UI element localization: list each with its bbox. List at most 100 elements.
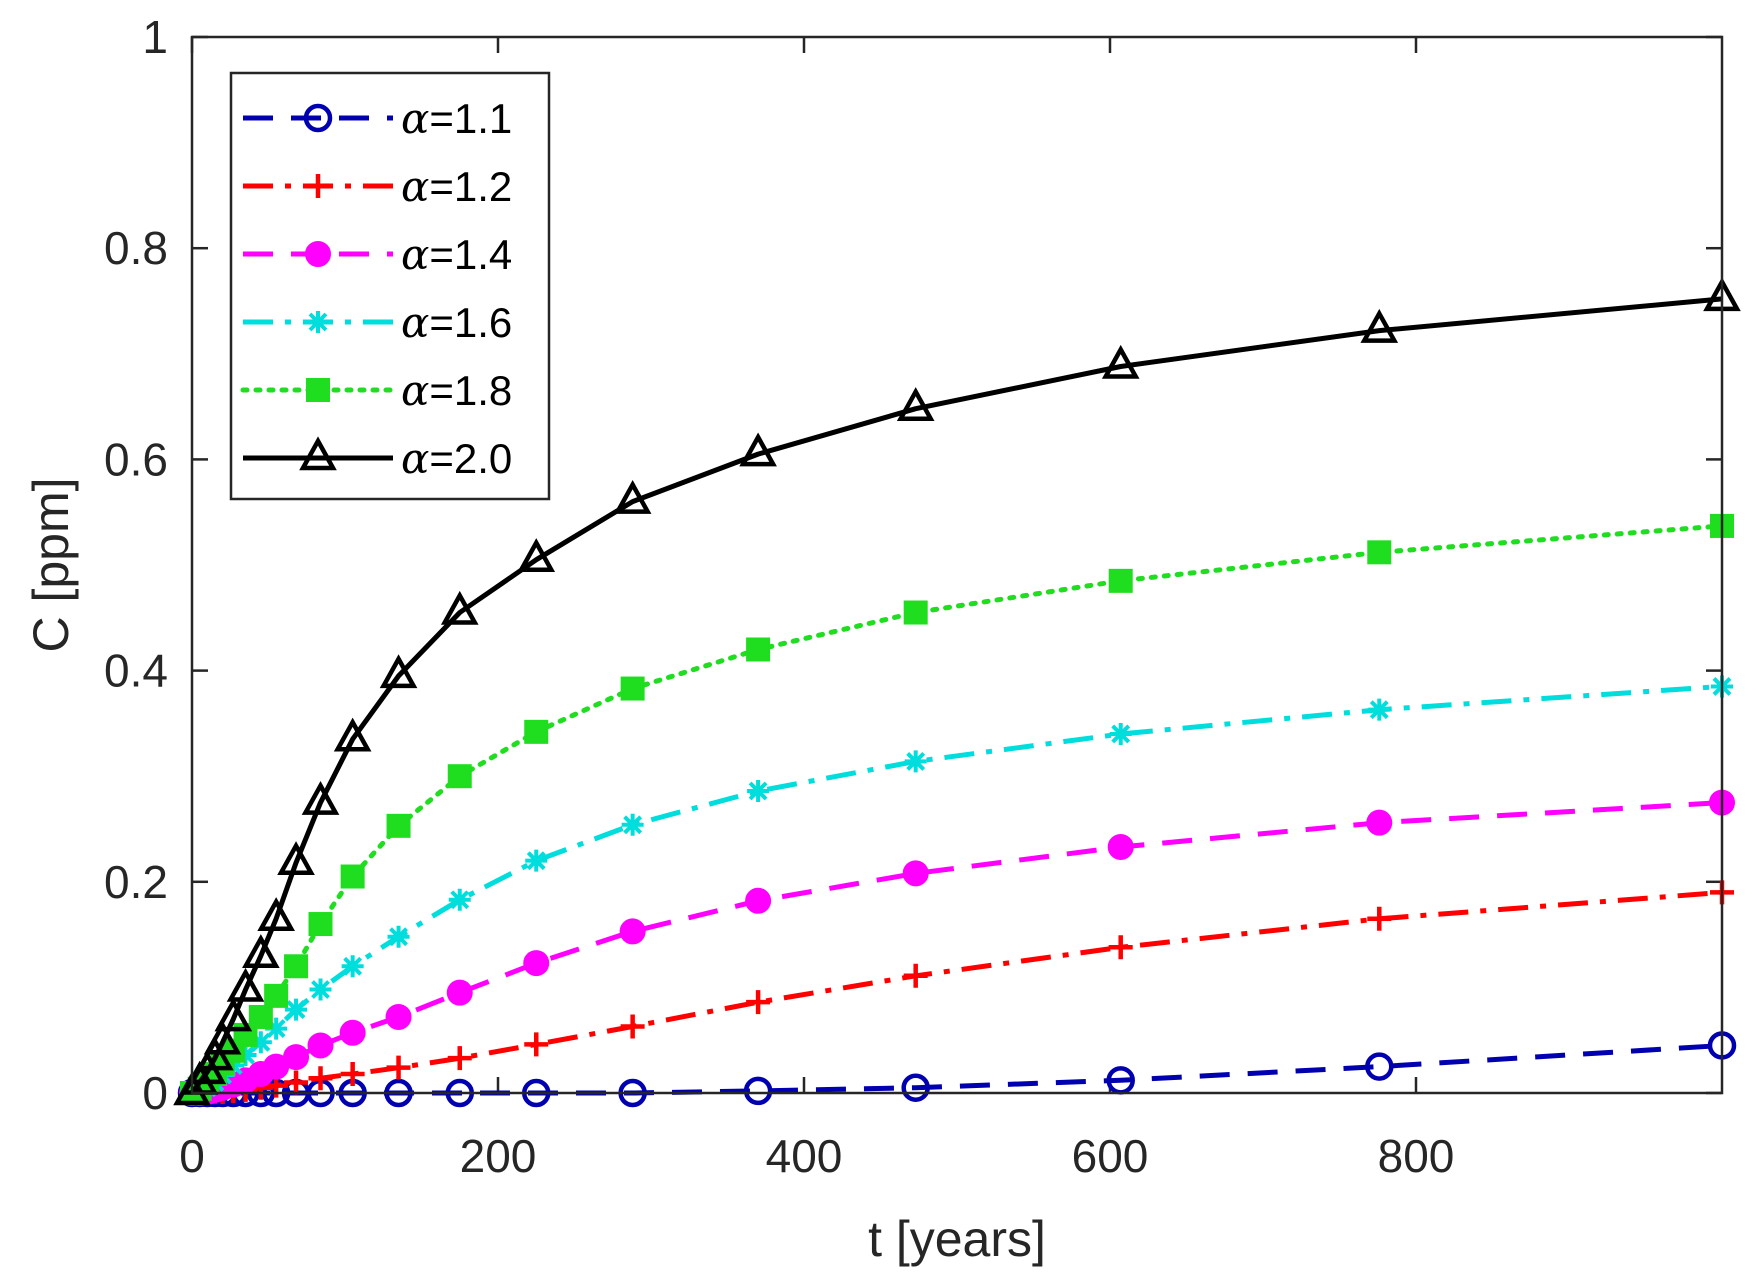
legend-marker [305, 241, 331, 267]
data-point [214, 997, 253, 1032]
data-point [524, 719, 549, 744]
legend-item: α=1.1 [243, 94, 512, 143]
data-point [285, 998, 308, 1021]
legend-marker [307, 311, 329, 333]
data-point [1360, 308, 1399, 343]
data-point [340, 1061, 365, 1086]
data-point [517, 538, 556, 572]
data-point [1108, 935, 1133, 960]
legend-symbol: α [401, 230, 429, 279]
legend-value: =1.4 [429, 231, 512, 278]
data-point [339, 1019, 366, 1046]
data-point [903, 963, 928, 988]
data-point [440, 590, 479, 625]
data-point [739, 432, 777, 467]
data-point [203, 1020, 242, 1055]
y-tick-label: 0.4 [104, 645, 168, 697]
data-point [196, 1036, 234, 1071]
data-point [620, 1014, 645, 1039]
legend-box [229, 71, 551, 501]
y-tick-label: 0.2 [104, 856, 168, 908]
y-tick-label: 0 [142, 1067, 168, 1119]
legend-marker [306, 174, 330, 198]
legend-symbol: α [401, 162, 429, 211]
y-axis-label: C [ppm] [23, 477, 79, 652]
legend-marker [303, 103, 333, 133]
data-point [1368, 698, 1391, 721]
data-point [1109, 722, 1132, 745]
legend-label: α=1.1 [401, 94, 512, 143]
data-point [379, 654, 418, 689]
x-axis-label: t [years] [868, 1211, 1046, 1267]
legend-symbol: α [401, 94, 429, 143]
data-point [446, 979, 473, 1006]
legend: α=1.1α=1.2α=1.4α=1.6α=1.8α=2.0 [229, 71, 551, 501]
plot-frame [190, 35, 1724, 1095]
data-point [613, 480, 652, 514]
legend-label: α=1.4 [401, 230, 512, 279]
data-point [242, 934, 280, 968]
data-point [234, 1043, 257, 1066]
legend-value: =2.0 [429, 435, 512, 482]
data-point [620, 676, 645, 701]
data-point [265, 1017, 288, 1040]
data-point [745, 887, 772, 914]
data-point [248, 1004, 273, 1029]
data-point [448, 888, 471, 911]
data-point [904, 750, 927, 773]
data-point [341, 955, 364, 978]
tick-labels: 0 200 400 600 800 0 0.2 0.4 0.6 0.8 1 [104, 11, 1454, 1182]
legend-symbol: α [401, 434, 429, 483]
data-point [746, 990, 771, 1015]
legend-label: α=1.8 [401, 366, 512, 415]
data-point [386, 813, 411, 838]
legend-marker [299, 436, 337, 471]
data-point [226, 967, 265, 1002]
data-point [903, 600, 928, 625]
y-tick-label: 0.6 [104, 433, 168, 485]
legend-item: α=1.8 [240, 366, 512, 415]
data-point [283, 1044, 310, 1071]
legend-value: =1.6 [429, 299, 512, 346]
data-point [447, 1046, 472, 1071]
data-point [308, 912, 333, 937]
data-point [257, 897, 295, 932]
data-point [387, 925, 410, 948]
data-point [524, 1032, 549, 1057]
data-point [447, 764, 472, 789]
data-point [1366, 809, 1393, 836]
data-point [284, 1070, 309, 1095]
legend-label: α=1.6 [401, 298, 512, 347]
data-point [249, 1031, 272, 1054]
data-point [1101, 344, 1140, 379]
data-point [1367, 540, 1392, 565]
data-point [284, 954, 309, 979]
data-point [896, 387, 935, 421]
data-point [308, 1066, 333, 1091]
data-point [619, 918, 646, 945]
data-point [385, 1003, 412, 1030]
data-point [301, 780, 340, 815]
data-point [902, 860, 929, 887]
data-point [1107, 833, 1134, 860]
data-point [264, 983, 289, 1008]
legend-item: α=1.2 [243, 162, 512, 211]
legend-label: α=1.2 [401, 162, 512, 211]
data-point [523, 950, 550, 977]
x-tick-label: 800 [1378, 1130, 1455, 1182]
legend-symbol: α [401, 298, 429, 347]
data-point [901, 1073, 930, 1102]
data-point [621, 813, 644, 836]
y-tick-label: 1 [142, 11, 168, 63]
data-point [1367, 906, 1392, 931]
x-tick-label: 600 [1072, 1130, 1149, 1182]
legend-label: α=2.0 [401, 434, 512, 483]
legend-value: =1.2 [429, 163, 512, 210]
x-tick-label: 200 [460, 1130, 537, 1182]
y-tick-label: 0.8 [104, 222, 168, 274]
legend-value: =1.1 [429, 95, 512, 142]
x-tick-label: 400 [766, 1130, 843, 1182]
legend-item: α=1.4 [243, 230, 512, 279]
data-point [340, 864, 365, 889]
